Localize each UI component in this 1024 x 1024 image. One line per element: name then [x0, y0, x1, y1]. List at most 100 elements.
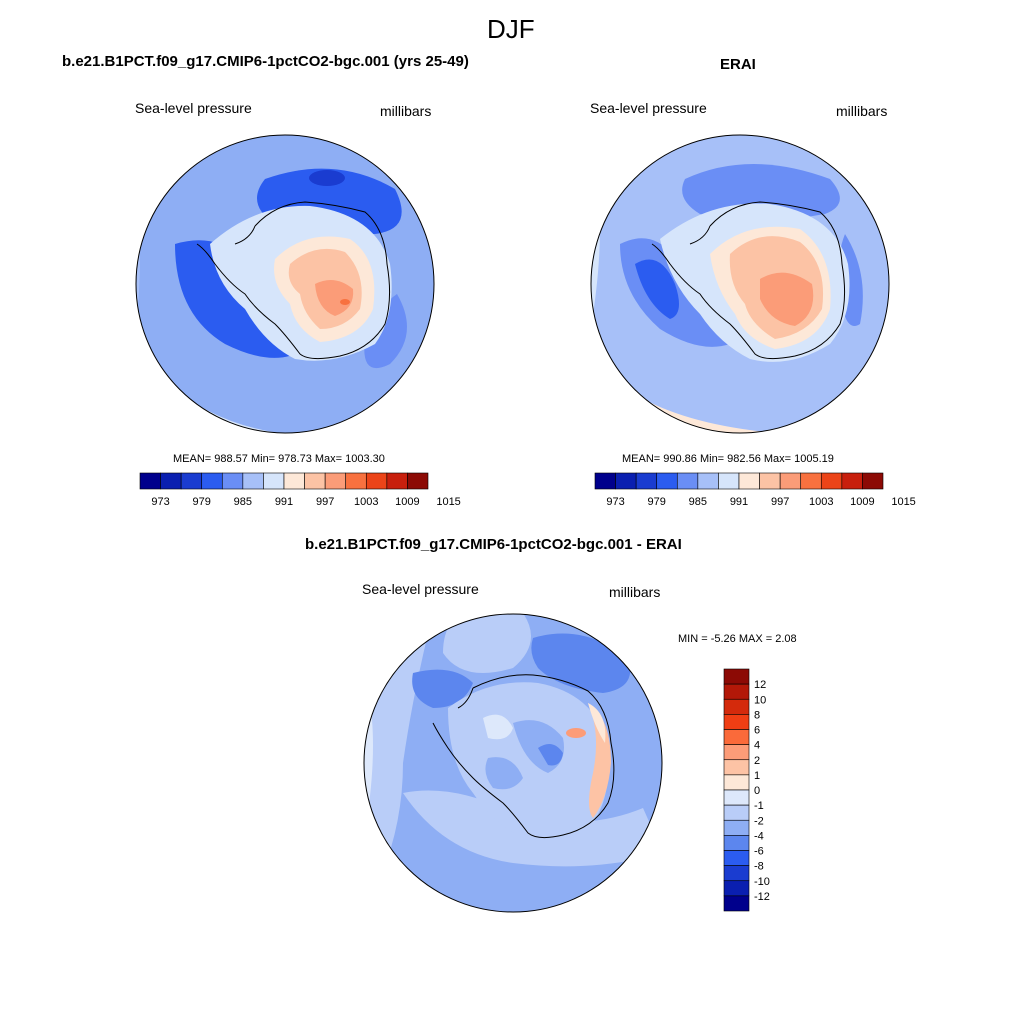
colorbar-swatch	[160, 472, 182, 490]
panel-1-stats: MEAN= 988.57 Min= 978.73 Max= 1003.30	[173, 453, 385, 465]
colorbar-swatch	[723, 683, 750, 700]
colorbar-swatch	[723, 895, 750, 912]
coast-positive-east-light	[588, 703, 606, 743]
colorbar-swatch	[779, 472, 802, 490]
panel-1-units: millibars	[380, 103, 432, 119]
coastline	[196, 201, 391, 360]
colorbar-label: -1	[754, 800, 764, 812]
low-east	[364, 294, 407, 369]
colorbar-swatch	[723, 729, 750, 745]
antarctica-peak	[760, 272, 814, 326]
colorbar-swatch	[407, 472, 429, 490]
colorbar-swatch	[723, 819, 750, 836]
colorbar-swatch	[723, 865, 750, 882]
panel-1-colorbar: 973 979 985 991 997 1003 1009 1015	[139, 472, 461, 508]
low-north-core	[309, 170, 345, 186]
colorbar-swatch	[697, 472, 719, 490]
colorbar-label: 8	[754, 709, 760, 721]
colorbar-label: 0	[754, 785, 760, 797]
panel-3-units: millibars	[609, 584, 661, 600]
antarctica-peak	[315, 280, 354, 316]
colorbar-label: -8	[754, 861, 764, 873]
colorbar-swatch	[324, 472, 347, 490]
colorbar-swatch	[759, 472, 781, 490]
colorbar-swatch	[723, 880, 750, 897]
colorbar-label: 1015	[891, 496, 915, 508]
colorbar-label: -10	[754, 876, 770, 888]
panel-1-map	[135, 134, 435, 434]
colorbar-label: 4	[754, 740, 760, 752]
colorbar-swatch	[723, 835, 750, 851]
colorbar-label: -12	[754, 891, 770, 903]
colorbar-swatch	[304, 472, 326, 490]
colorbar-swatch	[635, 472, 658, 490]
positive-core	[566, 728, 586, 738]
colorbar-label: 1015	[436, 496, 460, 508]
panel-2-stats: MEAN= 990.86 Min= 982.56 Max= 1005.19	[622, 453, 834, 465]
colorbar-swatch	[386, 472, 408, 490]
colorbar-label: 973	[606, 496, 624, 508]
low-north	[682, 164, 840, 220]
colorbar-swatch	[283, 472, 305, 490]
panel-3-map	[363, 613, 663, 913]
colorbar-label: 6	[754, 725, 760, 737]
antarctica-negative-patch3	[485, 757, 523, 790]
colorbar-swatch	[723, 668, 750, 685]
colorbar-swatch	[841, 472, 863, 490]
colorbar-swatch	[656, 472, 678, 490]
panel-2-colorbar: 973 979 985 991 997 1003 1009 1015	[594, 472, 916, 508]
colorbar-swatch	[718, 472, 740, 490]
panel-3-stats: MIN = -5.26 MAX = 2.08	[678, 633, 797, 645]
panel-1-title: b.e21.B1PCT.f09_g17.CMIP6-1pctCO2-bgc.00…	[62, 53, 469, 70]
low-west	[412, 669, 473, 708]
figure-title: DJF	[487, 14, 535, 44]
colorbar-label: 985	[689, 496, 707, 508]
colorbar-label: 1003	[354, 496, 378, 508]
colorbar-label: 2	[754, 755, 760, 767]
colorbar-swatch	[723, 804, 750, 821]
coastline	[651, 201, 846, 360]
colorbar-label: -6	[754, 846, 764, 858]
panel-2-units: millibars	[836, 103, 888, 119]
colorbar-swatch	[862, 472, 884, 490]
antarctica-core	[340, 299, 350, 305]
colorbar-label: 1003	[809, 496, 833, 508]
antarctica-negative-patch2	[538, 744, 563, 766]
colorbar-label: 997	[771, 496, 789, 508]
panel-2-variable: Sea-level pressure	[590, 100, 707, 116]
low-northeast	[531, 633, 631, 693]
colorbar-swatch	[201, 472, 223, 490]
colorbar-swatch	[615, 472, 637, 490]
panel-3-variable: Sea-level pressure	[362, 581, 479, 597]
panel-2-title: ERAI	[720, 56, 756, 73]
colorbar-swatch	[820, 472, 843, 490]
near-zero-north	[443, 614, 531, 673]
colorbar-label: 991	[275, 496, 293, 508]
colorbar-swatch	[723, 698, 750, 715]
colorbar-swatch	[263, 472, 285, 490]
low-west-core	[635, 259, 679, 319]
colorbar-label: 997	[316, 496, 334, 508]
colorbar-swatch	[723, 759, 750, 776]
colorbar-label: 1	[754, 770, 760, 782]
panel-1-variable: Sea-level pressure	[135, 100, 252, 116]
colorbar-label: 979	[648, 496, 666, 508]
colorbar-label: 973	[151, 496, 169, 508]
colorbar-swatch	[180, 472, 203, 490]
colorbar-label: 12	[754, 679, 766, 691]
colorbar-swatch	[221, 472, 244, 490]
colorbar-swatch	[723, 789, 750, 806]
coastline	[432, 674, 615, 839]
colorbar-label: 979	[193, 496, 211, 508]
colorbar-swatch	[723, 850, 750, 866]
panel-2-map	[590, 134, 890, 434]
colorbar-label: -4	[754, 830, 764, 842]
colorbar-swatch	[723, 774, 750, 791]
colorbar-swatch	[139, 472, 161, 490]
colorbar-swatch	[676, 472, 699, 490]
colorbar-label: 1009	[850, 496, 874, 508]
colorbar-label: 1009	[395, 496, 419, 508]
colorbar-swatch	[800, 472, 822, 490]
colorbar-swatch	[723, 714, 750, 730]
